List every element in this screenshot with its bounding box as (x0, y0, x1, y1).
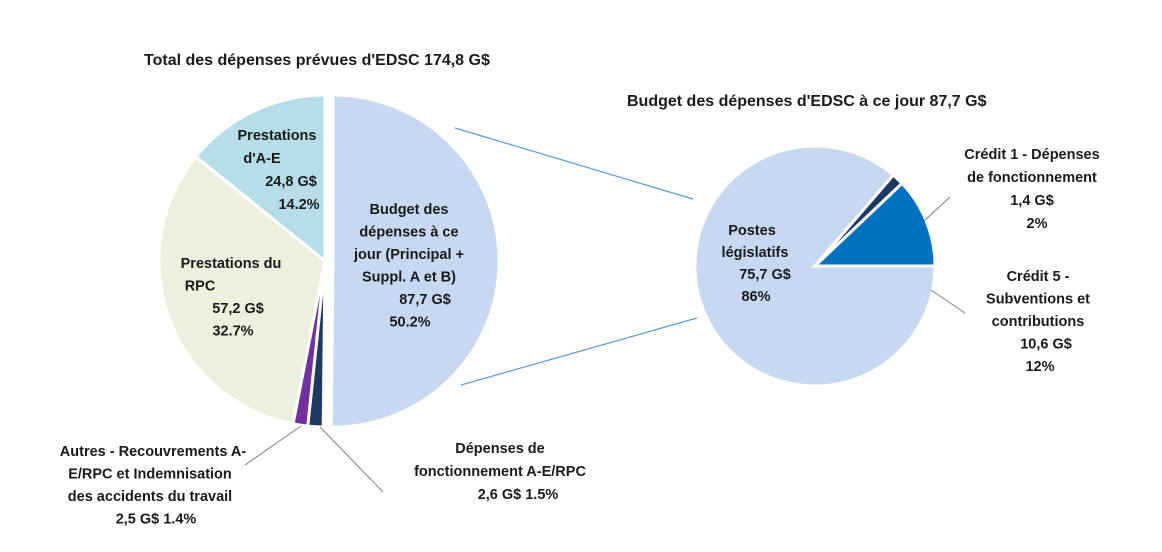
leader-lines (244, 196, 966, 493)
right-chart-title: Budget des dépenses d'EDSC à ce jour 87,… (627, 93, 987, 110)
leader-line-credit1 (923, 196, 951, 222)
right-pie (693, 144, 937, 388)
label-cpp: Prestations du RPC 57,2 G$ 32.7% (181, 256, 282, 340)
label-budget: Budget des dépenses à ce jour (Principal +… (353, 202, 464, 331)
connector-line-bottom (460, 317, 698, 386)
right-pie-slice-3 (811, 181, 937, 268)
leader-line-credit5 (930, 289, 966, 314)
data-labels: Budget des dépenses à ce jour (Principal +… (60, 128, 1100, 528)
leader-line-other (244, 425, 302, 466)
connector-line-top (454, 127, 694, 200)
left-pie (157, 93, 501, 429)
label-statutory: Postes législatifs 75,7 G$ 86% (722, 223, 791, 305)
left-chart-title: Total des dépenses prévues d'EDSC 174,8 … (144, 52, 490, 69)
label-operations: Dépenses de fonctionnement A-E/RPC 2,6 G$ … (414, 441, 586, 503)
left-pie-slice-5 (193, 93, 327, 265)
left-pie-slice-1 (329, 93, 501, 429)
left-pie-slice-4 (157, 154, 327, 426)
leader-line-operations (319, 426, 384, 493)
label-ei: Prestations d'A-E 24,8 G$ 14.2% (238, 128, 320, 213)
connector-lines (454, 127, 698, 386)
label-other: Autres - Recouvrements A-E/RPC et Indemn… (60, 444, 247, 528)
label-credit5: Crédit 5 -Subventions et contributions 10,… (986, 269, 1090, 375)
label-credit1: Crédit 1 - Dépenses de fonctionnement 1,4 … (964, 147, 1099, 232)
